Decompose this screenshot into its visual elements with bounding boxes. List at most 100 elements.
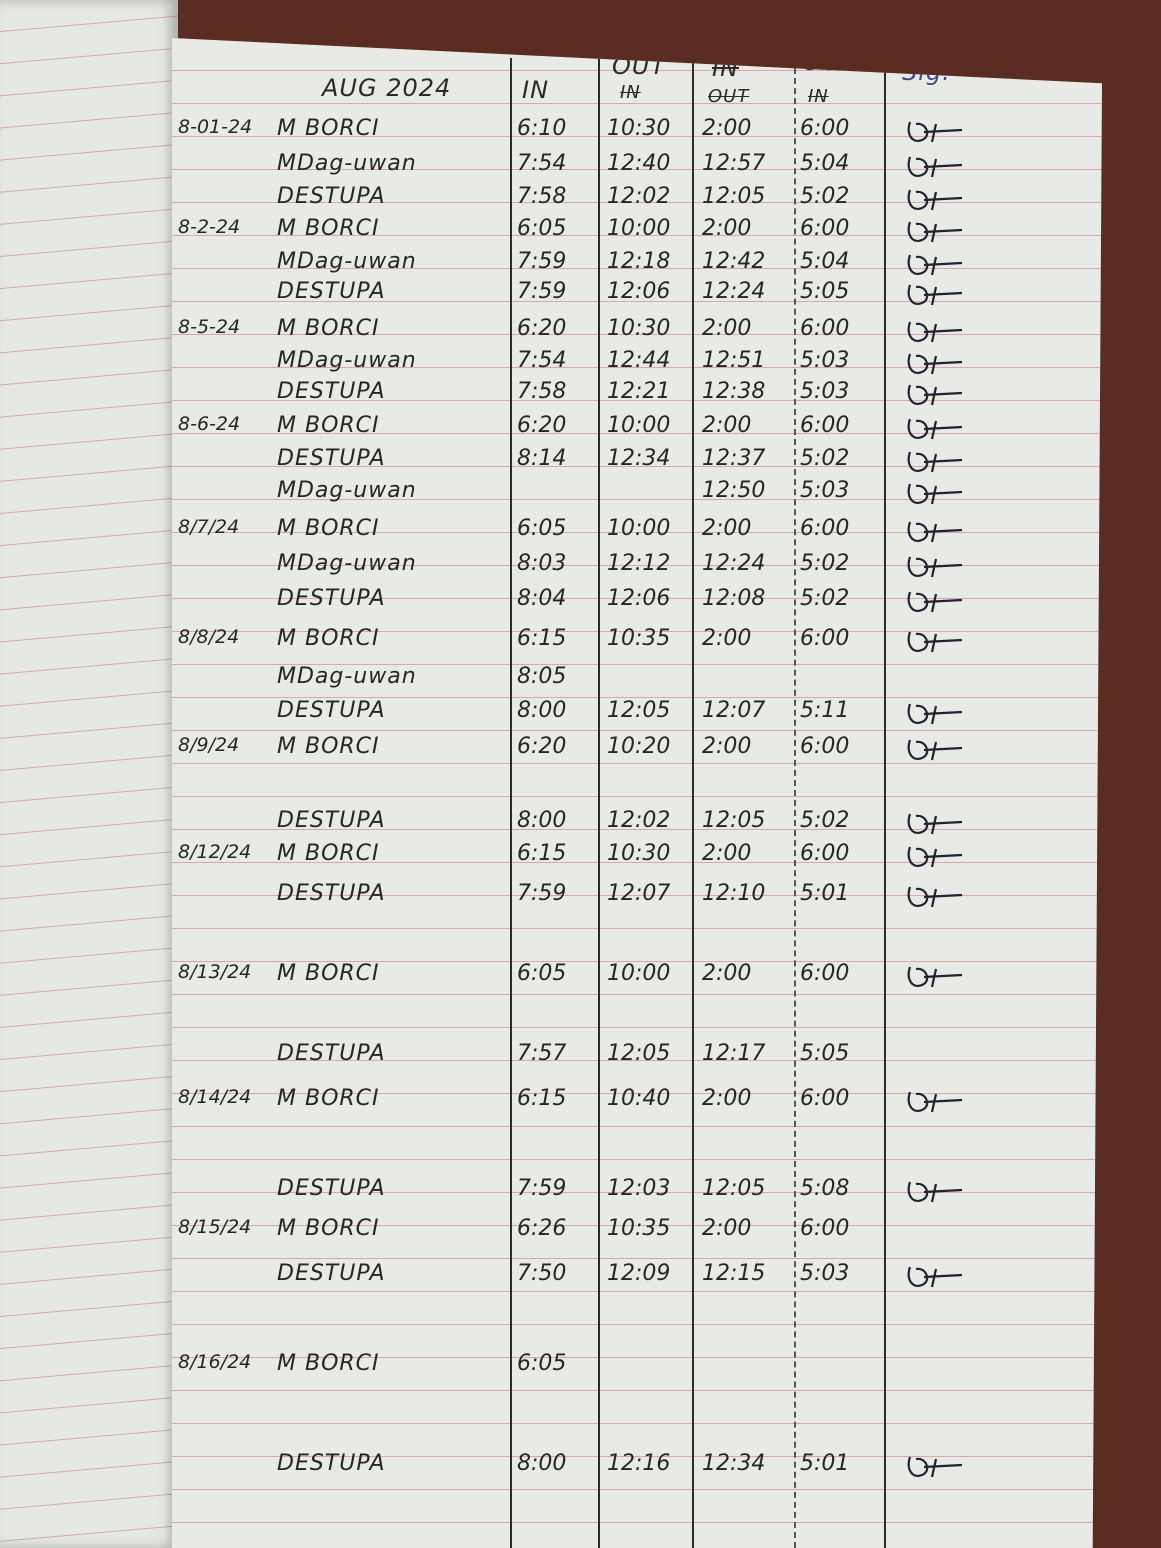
- time-in-pm: 2:00: [702, 316, 752, 341]
- time-in-pm: 12:08: [702, 586, 766, 611]
- log-row: DESTUPA 7:58 12:02 12:05 5:02: [172, 182, 1102, 216]
- time-in-am: 7:59: [517, 881, 567, 906]
- time-out-am: 10:35: [607, 1216, 671, 1241]
- column-divider: [794, 58, 796, 1548]
- month-heading: AUG 2024: [322, 74, 452, 102]
- time-in-am: 6:15: [517, 841, 567, 866]
- employee-name: DESTUPA: [277, 1261, 386, 1286]
- time-in-am: 7:58: [517, 184, 567, 209]
- time-in-am: 7:59: [517, 249, 567, 274]
- row-date: 8/16/24: [178, 1351, 252, 1373]
- time-in-pm: 12:24: [702, 279, 766, 304]
- time-in-pm: 12:37: [702, 446, 766, 471]
- time-in-pm: 2:00: [702, 1216, 752, 1241]
- log-row: MDag-uwan 12:50 5:03: [172, 476, 1102, 510]
- log-row: 8/8/24 M BORCI 6:15 10:35 2:00 6:00: [172, 624, 1102, 658]
- log-row: DESTUPA 7:58 12:21 12:38 5:03: [172, 377, 1102, 411]
- employee-name: DESTUPA: [277, 881, 386, 906]
- employee-name: MDag-uwan: [277, 151, 417, 176]
- employee-name: DESTUPA: [277, 184, 386, 209]
- time-out-pm: 6:00: [800, 734, 850, 759]
- time-in-pm: 2:00: [702, 516, 752, 541]
- signature-icon: [907, 813, 963, 835]
- employee-name: DESTUPA: [277, 279, 386, 304]
- time-in-pm: 2:00: [702, 961, 752, 986]
- time-out-am: 12:12: [607, 551, 671, 576]
- time-in-pm: 12:05: [702, 808, 766, 833]
- time-out-am: 10:20: [607, 734, 671, 759]
- time-in-am: 6:20: [517, 316, 567, 341]
- time-out-pm: 5:05: [800, 1041, 850, 1066]
- employee-name: M BORCI: [277, 626, 380, 651]
- time-in-am: 8:00: [517, 1451, 567, 1476]
- time-out-pm: 5:02: [800, 586, 850, 611]
- attendance-logbook-page: AUG 2024 IN OUT IN IN OUT OUT IN Sig. 8-…: [172, 38, 1102, 1548]
- time-out-am: 12:16: [607, 1451, 671, 1476]
- time-out-pm: 6:00: [800, 626, 850, 651]
- time-out-am: 10:00: [607, 413, 671, 438]
- signature-icon: [907, 521, 963, 543]
- time-in-pm: 12:34: [702, 1451, 766, 1476]
- log-row: 8-2-24 M BORCI 6:05 10:00 2:00 6:00: [172, 214, 1102, 248]
- column-divider: [598, 58, 600, 1548]
- row-date: 8-2-24: [178, 216, 241, 238]
- time-in-am: 6:20: [517, 413, 567, 438]
- time-out-pm: 5:03: [800, 379, 850, 404]
- time-in-pm: 2:00: [702, 413, 752, 438]
- signature-icon: [907, 631, 963, 653]
- employee-name: DESTUPA: [277, 1176, 386, 1201]
- time-out-pm: 5:08: [800, 1176, 850, 1201]
- time-in-am: 8:04: [517, 586, 567, 611]
- row-date: 8/13/24: [178, 961, 252, 983]
- log-row: 8-5-24 M BORCI 6:20 10:30 2:00 6:00: [172, 314, 1102, 348]
- time-out-am: 12:09: [607, 1261, 671, 1286]
- log-row: 8/15/24 M BORCI 6:26 10:35 2:00 6:00: [172, 1214, 1102, 1248]
- signature-icon: [907, 353, 963, 375]
- signature-icon: [907, 321, 963, 343]
- log-row: 8/14/24 M BORCI 6:15 10:40 2:00 6:00: [172, 1084, 1102, 1118]
- log-row: 8/16/24 M BORCI 6:05: [172, 1349, 1102, 1383]
- time-out-pm: 6:00: [800, 413, 850, 438]
- time-out-am: 12:06: [607, 279, 671, 304]
- time-in-pm: 12:50: [702, 478, 766, 503]
- time-out-am: 10:00: [607, 961, 671, 986]
- column-divider: [692, 58, 694, 1548]
- employee-name: DESTUPA: [277, 1041, 386, 1066]
- signature-icon: [907, 384, 963, 406]
- time-out-am: 10:00: [607, 516, 671, 541]
- time-in-pm: 12:17: [702, 1041, 766, 1066]
- column-divider: [884, 58, 886, 1548]
- log-row: DESTUPA 7:57 12:05 12:17 5:05: [172, 1039, 1102, 1073]
- time-out-am: 10:30: [607, 316, 671, 341]
- time-in-am: 6:10: [517, 116, 567, 141]
- time-out-pm: 6:00: [800, 961, 850, 986]
- signature-icon: [907, 1181, 963, 1203]
- employee-name: DESTUPA: [277, 1451, 386, 1476]
- row-date: 8/9/24: [178, 734, 240, 756]
- time-in-am: 6:15: [517, 1086, 567, 1111]
- log-row: MDag-uwan 8:05: [172, 662, 1102, 696]
- time-in-pm: 2:00: [702, 116, 752, 141]
- time-in-pm: 12:38: [702, 379, 766, 404]
- signature-icon: [907, 284, 963, 306]
- time-out-am: 12:05: [607, 1041, 671, 1066]
- log-row: DESTUPA 8:00 12:05 12:07 5:11: [172, 696, 1102, 730]
- time-in-am: 7:59: [517, 279, 567, 304]
- time-in-am: 6:15: [517, 626, 567, 651]
- signature-icon: [907, 483, 963, 505]
- employee-name: M BORCI: [277, 1216, 380, 1241]
- time-out-pm: 5:01: [800, 1451, 850, 1476]
- time-out-pm: 6:00: [800, 116, 850, 141]
- signature-icon: [907, 1266, 963, 1288]
- employee-name: MDag-uwan: [277, 664, 417, 689]
- time-out-am: 12:02: [607, 184, 671, 209]
- log-row: DESTUPA 7:59 12:07 12:10 5:01: [172, 879, 1102, 913]
- time-in-am: 8:00: [517, 808, 567, 833]
- time-out-am: 12:07: [607, 881, 671, 906]
- time-in-pm: 12:07: [702, 698, 766, 723]
- log-row: 8/12/24 M BORCI 6:15 10:30 2:00 6:00: [172, 839, 1102, 873]
- time-out-am: 12:18: [607, 249, 671, 274]
- time-out-pm: 5:02: [800, 184, 850, 209]
- time-out-pm: 5:11: [800, 698, 850, 723]
- employee-name: DESTUPA: [277, 808, 386, 833]
